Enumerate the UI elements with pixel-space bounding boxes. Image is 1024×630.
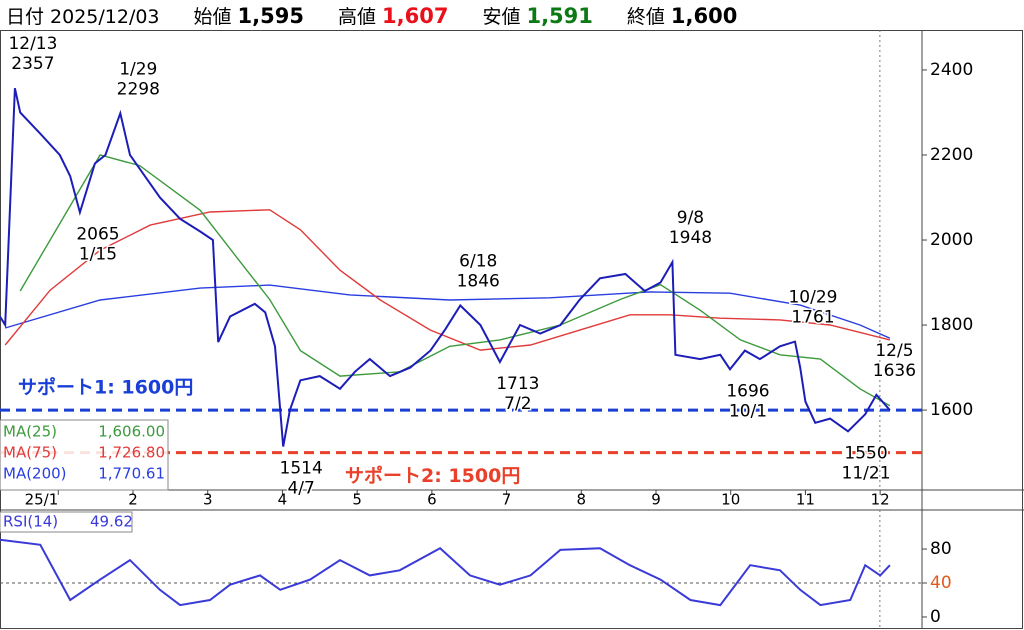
support-label: サポート1: 1600円 (18, 376, 193, 399)
annotation-date: 12/13 (8, 34, 57, 54)
legend-value: 49.62 (90, 513, 133, 531)
y-tick-label: 1800 (930, 315, 973, 335)
header-item: 日付 2025/12/03 (6, 2, 160, 29)
x-tick-label: 6 (427, 491, 437, 509)
y-tick-label: 40 (930, 573, 952, 593)
header-label: 終値 (626, 5, 665, 28)
legend-value: 1,606.00 (98, 423, 165, 441)
annotation-date: 11/21 (842, 463, 891, 483)
x-tick-label: 4 (278, 491, 288, 509)
x-tick-label: 2 (128, 491, 138, 509)
annotation-date: 7/2 (504, 394, 531, 414)
annotation-date: 6/18 (459, 251, 497, 271)
header-value: 1,600 (670, 3, 738, 28)
legend-value: 1,770.61 (98, 465, 165, 483)
legend-name: MA(200) (3, 465, 67, 483)
series-line (4, 209, 891, 351)
x-tick-label: 9 (651, 491, 661, 509)
annotation-date: 10/29 (788, 288, 837, 308)
annotation-value: 1761 (791, 308, 834, 328)
y-tick-label: 0 (930, 607, 941, 627)
series-line (19, 154, 891, 407)
x-tick-label: 8 (577, 491, 587, 509)
y-tick-label: 2200 (930, 145, 973, 165)
x-tick-label: 7 (502, 491, 512, 509)
series-line (0, 87, 891, 447)
x-tick-label: 25/1 (25, 491, 59, 509)
header-value: 1,595 (237, 3, 304, 28)
legend-box (0, 419, 169, 491)
legend-name: RSI(14) (3, 513, 58, 531)
y-tick-label: 1600 (930, 400, 973, 420)
header-label: 安値 (482, 5, 521, 28)
legend-name: MA(75) (3, 444, 57, 462)
annotation-value: 1846 (457, 271, 500, 291)
x-tick-label: 3 (203, 491, 213, 509)
support-label: サポート2: 1500円 (345, 464, 520, 487)
annotation-date: 12/5 (875, 341, 913, 361)
annotation-value: 1713 (496, 374, 539, 394)
annotation-date: 1/29 (119, 59, 157, 79)
annotation-date: 1/15 (79, 244, 117, 264)
annotation-date: 9/8 (677, 208, 704, 228)
x-tick-label: 12 (871, 491, 890, 509)
series-line (0, 538, 891, 607)
legend-name: MA(25) (3, 423, 57, 441)
annotation-value: 1636 (873, 361, 916, 381)
annotation-value: 2357 (11, 54, 54, 74)
annotation-value: 2065 (76, 224, 119, 244)
legend-value: 1,726.80 (98, 444, 165, 462)
annotation-date: 10/1 (729, 401, 767, 421)
annotation-value: 1550 (844, 443, 887, 463)
header-label: 日付 (6, 5, 45, 28)
header-item: 始値 1,595 (194, 2, 304, 29)
x-tick-label: 11 (796, 491, 815, 509)
series-line (5, 284, 891, 339)
x-tick-label: 10 (721, 491, 740, 509)
y-tick-label: 80 (930, 539, 952, 559)
annotation-value: 1696 (726, 381, 769, 401)
header-label: 高値 (337, 5, 376, 28)
legend-box (0, 511, 133, 533)
header-item: 終値 1,600 (627, 2, 737, 29)
annotation-value: 2298 (117, 79, 160, 99)
header-item: 高値 1,607 (338, 2, 448, 29)
x-tick-label: 5 (352, 491, 362, 509)
header-item: 安値 1,591 (482, 2, 592, 29)
header: 日付 2025/12/03 始値 1,595 高値 1,607 安値 1,591 終値 1,600 (0, 0, 1024, 30)
header-value: 1,607 (382, 3, 449, 28)
annotation-value: 1514 (280, 459, 323, 479)
y-tick-label: 2000 (930, 230, 973, 250)
header-label: 始値 (193, 5, 232, 28)
annotation-value: 1948 (669, 228, 712, 248)
y-tick-label: 2400 (930, 60, 973, 80)
header-value: 2025/12/03 (50, 5, 160, 28)
frame (0, 30, 1023, 629)
header-value: 1,591 (526, 3, 593, 28)
annotation-date: 4/7 (287, 479, 314, 499)
